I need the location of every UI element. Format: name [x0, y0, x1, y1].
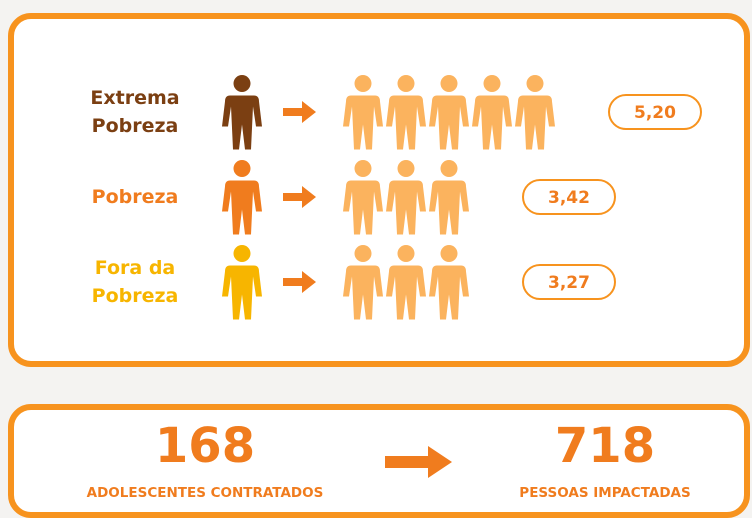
value-pill	[522, 179, 616, 215]
row-label: Pobreza	[91, 186, 179, 208]
row-label: Fora da Pobreza	[91, 257, 179, 307]
to-value: 718	[554, 418, 656, 474]
value-label: 5,20	[634, 103, 676, 123]
summary-panel	[8, 404, 750, 518]
row-arrow	[283, 186, 316, 208]
value-label: 3,27	[548, 273, 590, 293]
value-pill	[522, 264, 616, 300]
to-label: PESSOAS IMPACTADAS	[519, 485, 691, 501]
from-label: ADOLESCENTES CONTRATADOS	[86, 485, 324, 501]
value-label: 3,42	[548, 188, 590, 208]
row-label: Extrema Pobreza	[90, 87, 180, 137]
row-arrow	[283, 101, 316, 123]
summary-arrow	[385, 446, 452, 478]
row-arrow	[283, 271, 316, 293]
from-value: 168	[154, 418, 256, 474]
value-pill	[608, 94, 702, 130]
